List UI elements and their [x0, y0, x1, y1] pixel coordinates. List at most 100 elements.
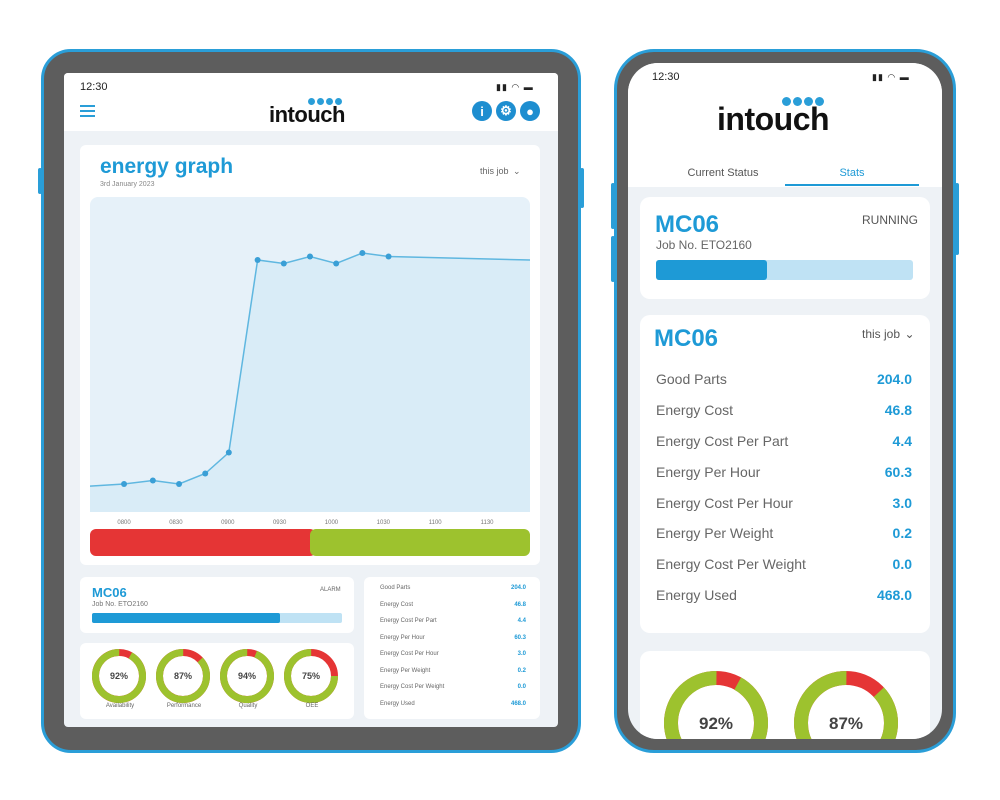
stat-label: Energy Per Hour: [656, 463, 761, 480]
stat-value: 204.0: [876, 371, 912, 387]
donut-label: Performance: [166, 703, 202, 709]
donut-value-text: 94%: [238, 671, 256, 681]
stat-row: Good Parts 204.0: [380, 585, 526, 602]
logo-dots-icon: [308, 98, 342, 105]
phone-stats-card: MC06 this job ⌄ Good Parts 204.0 Energy Co…: [640, 315, 930, 633]
phone-machine-title: MC06: [655, 211, 720, 238]
data-point: [307, 253, 313, 260]
phone-volume-down-button: [611, 236, 615, 282]
chart-date: 3rd January 2023: [100, 181, 155, 188]
stat-label: Energy Used: [656, 587, 737, 604]
x-tick-label: 1130: [481, 520, 495, 526]
donut-chart: 87%: [156, 649, 210, 703]
stat-row: Energy Cost 46.8: [380, 602, 526, 619]
tab-stats[interactable]: Stats: [839, 167, 865, 179]
phone-stats-title: MC06: [654, 325, 719, 352]
x-tick-label: 1030: [377, 520, 391, 526]
phone-job-number: Job No. ETO2160: [656, 238, 752, 252]
data-point: [280, 260, 287, 267]
data-point: [254, 257, 261, 263]
phone-oee-donuts-card: 92% 87%: [640, 651, 930, 739]
donut-value-arc: [92, 649, 146, 703]
chevron-down-icon: ⌄: [904, 327, 915, 341]
status-badge: ALARM: [320, 587, 341, 593]
phone-stat-row: Energy Cost Per Weight 0.0: [656, 556, 912, 587]
tab-current-status[interactable]: Current Status: [687, 167, 759, 179]
x-tick-label: 0930: [273, 520, 287, 526]
stat-value: 3.0: [517, 651, 526, 657]
data-point: [176, 481, 183, 487]
stat-row: Energy Cost Per Weight 0.0: [380, 684, 526, 701]
app-header: 12:30 ▮▮ ◠ ▬ intouch i ⚙ ●: [64, 73, 558, 131]
status-time: 12:30: [80, 81, 108, 93]
x-tick-label: 0800: [117, 520, 131, 526]
stat-value: 0.0: [892, 556, 912, 573]
phone-stat-row: Energy Cost Per Hour 3.0: [656, 495, 912, 526]
donut-label: Quality: [238, 703, 258, 709]
donut-chart: 94%: [220, 649, 274, 703]
hamburger-menu-icon[interactable]: [80, 105, 95, 117]
gear-icon[interactable]: ⚙: [496, 101, 516, 121]
job-progress-bar: [92, 613, 342, 623]
donut-value-text: 92%: [110, 671, 128, 681]
stat-row: Energy Per Hour 60.3: [380, 635, 526, 652]
donut-value-text: 92%: [699, 714, 733, 733]
phone-job-progress-fill: [656, 260, 767, 280]
stat-label: Energy Cost Per Hour: [380, 651, 439, 657]
data-point: [333, 260, 340, 267]
stat-value: 0.2: [517, 667, 526, 674]
stat-label: Energy Per Weight: [380, 667, 431, 674]
chart-filter-label: this job: [480, 166, 509, 176]
tab-active-underline: [785, 184, 919, 186]
x-tick-label: 0900: [221, 520, 235, 526]
x-tick-label: 1100: [429, 520, 443, 526]
phone-stat-row: Good Parts 204.0: [656, 371, 912, 402]
stat-label: Energy Cost: [656, 401, 734, 418]
x-tick-label: 0830: [169, 520, 183, 526]
stat-value: 3.0: [892, 494, 912, 511]
donut-chart: 75%: [284, 649, 338, 703]
stat-label: Good Parts: [380, 585, 411, 591]
info-icon[interactable]: i: [472, 101, 492, 121]
phone-power-button: [955, 183, 959, 255]
stat-value: 60.3: [884, 463, 912, 480]
stats-card: Good Parts 204.0 Energy Cost 46.8 Energy Cos…: [364, 577, 540, 719]
energy-area-chart: 080008300900093010001030110011301200: [90, 197, 530, 556]
machine-card[interactable]: MC06 Job No. ETO2160 ALARM: [80, 577, 354, 633]
stat-label: Energy Cost Per Hour: [656, 494, 793, 511]
donut-value-text: 75%: [302, 671, 320, 681]
stat-value: 60.3: [514, 634, 526, 641]
phone-status-indicators-icon: ▮▮ ◠ ▬: [872, 72, 910, 82]
donut-label: Availability: [105, 703, 135, 709]
phone-header: 12:30 ▮▮ ◠ ▬ intouch Current Status Stat…: [628, 63, 942, 187]
stat-value: 4.4: [517, 618, 526, 624]
stat-row: Energy Cost Per Part 4.4: [380, 618, 526, 635]
stat-label: Energy Cost Per Part: [380, 618, 437, 624]
phone-stats-filter-dropdown[interactable]: this job ⌄: [862, 325, 915, 343]
donut-value-arc: [156, 649, 210, 703]
area-fill: [90, 253, 530, 512]
donut-value-arc: [220, 649, 274, 703]
stat-value: 468.0: [876, 587, 912, 604]
donut-item: 87% Performance: [156, 649, 212, 709]
tablet-side-button-left: [38, 168, 42, 194]
donut-item: 75% OEE: [284, 649, 340, 709]
phone-stat-row: Energy Cost 46.8: [656, 402, 912, 433]
user-icon[interactable]: ●: [520, 101, 540, 121]
chart-filter-dropdown[interactable]: this job ⌄: [480, 161, 521, 179]
stat-value: 46.8: [514, 601, 526, 608]
app-logo: intouch: [269, 102, 345, 127]
phone-stat-row: Energy Per Weight 0.2: [656, 525, 912, 556]
phone-machine-card[interactable]: MC06 Job No. ETO2160 RUNNING: [640, 197, 930, 299]
phone-app-logo: intouch: [717, 101, 830, 137]
energy-graph-card: energy graph 3rd January 2023 this job ⌄…: [80, 145, 540, 565]
chart-title: energy graph: [100, 155, 234, 178]
chevron-down-icon: ⌄: [512, 166, 521, 176]
data-point: [385, 253, 392, 260]
donut-value-text: 87%: [829, 714, 863, 733]
tablet-screen: 12:30 ▮▮ ◠ ▬ intouch i ⚙ ● energy graph …: [64, 73, 558, 727]
data-point: [149, 477, 156, 484]
phone-donut-item: 92%: [664, 671, 768, 739]
machine-title: MC06: [92, 585, 127, 600]
phone-status-time: 12:30: [652, 71, 680, 83]
